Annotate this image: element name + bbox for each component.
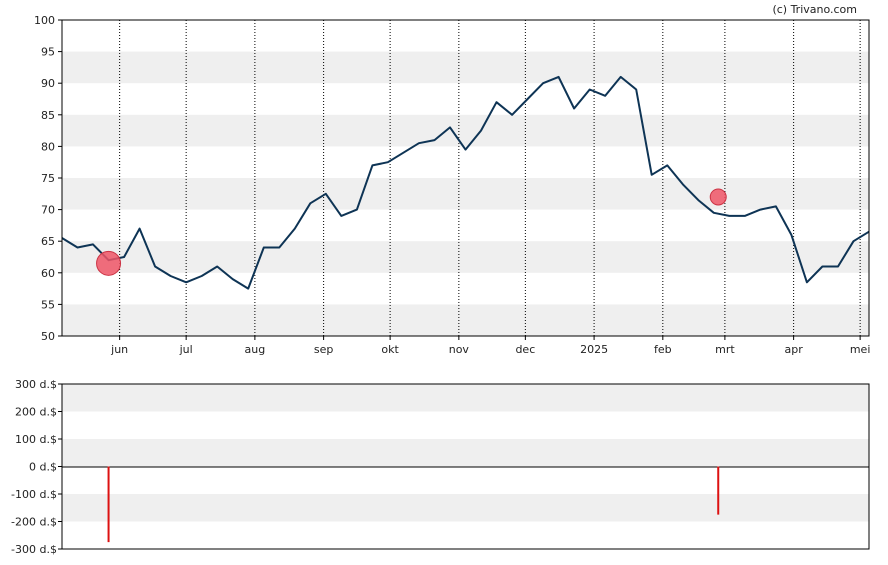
price-band	[62, 241, 869, 273]
price-band	[62, 51, 869, 84]
x-tick-label: dec	[515, 343, 535, 356]
price-bands	[62, 51, 869, 336]
y-tick-label: 65	[41, 235, 55, 248]
y-tick-label: 90	[41, 77, 55, 90]
price-line	[61, 75, 870, 290]
y-tick-label: 80	[41, 140, 55, 153]
price-chart: 50 55 60 65 70 75 80 85 90 95 100 jun jul aug sep okt n…	[34, 14, 870, 356]
insider-chart: 300 d.$ 200 d.$ 100 d.$ 0 d.$ -100 d.$ -200 d…	[11, 378, 870, 556]
price-band	[62, 304, 869, 336]
x-tick-label: apr	[784, 343, 803, 356]
insider-y-tick-label: 300 d.$	[15, 378, 57, 391]
insider-y-axis: 300 d.$ 200 d.$ 100 d.$ 0 d.$ -100 d.$ -200 d…	[11, 378, 62, 556]
y-tick-label: 70	[41, 204, 55, 217]
price-y-axis: 50 55 60 65 70 75 80 85 90 95 100	[34, 14, 62, 343]
insider-bars	[107, 466, 720, 543]
insider-band	[62, 494, 869, 522]
y-tick-label: 95	[41, 46, 55, 59]
x-tick-label: sep	[314, 343, 333, 356]
price-x-axis: jun jul aug sep okt nov dec 2025 feb mrt apr mei	[110, 336, 870, 356]
insider-band	[62, 384, 869, 412]
x-tick-label: aug	[245, 343, 266, 356]
x-tick-label: jun	[110, 343, 128, 356]
x-tick-label: nov	[449, 343, 470, 356]
price-event-marker	[96, 250, 122, 276]
y-tick-label: 85	[41, 109, 55, 122]
insider-y-tick-label: -300 d.$	[11, 543, 57, 556]
y-tick-label: 55	[41, 298, 55, 311]
price-band	[62, 178, 869, 210]
price-band	[62, 114, 869, 147]
insider-bands	[62, 384, 869, 522]
y-tick-label: 100	[34, 14, 55, 27]
y-tick-label: 75	[41, 172, 55, 185]
insider-y-tick-label: 0 d.$	[29, 461, 57, 474]
price-markers	[96, 188, 727, 276]
x-tick-label: 2025	[580, 343, 608, 356]
x-tick-label: feb	[654, 343, 672, 356]
x-tick-label: mei	[850, 343, 871, 356]
insider-y-tick-label: 100 d.$	[15, 433, 57, 446]
insider-band	[62, 439, 869, 467]
x-tick-label: okt	[381, 343, 399, 356]
copyright-text: (c) Trivano.com	[772, 3, 857, 16]
price-event-marker	[709, 188, 727, 206]
insider-y-tick-label: -200 d.$	[11, 516, 57, 529]
y-tick-label: 50	[41, 330, 55, 343]
x-tick-label: mrt	[715, 343, 735, 356]
y-tick-label: 60	[41, 267, 55, 280]
insider-y-tick-label: 200 d.$	[15, 406, 57, 419]
x-tick-label: jul	[179, 343, 193, 356]
insider-y-tick-label: -100 d.$	[11, 488, 57, 501]
